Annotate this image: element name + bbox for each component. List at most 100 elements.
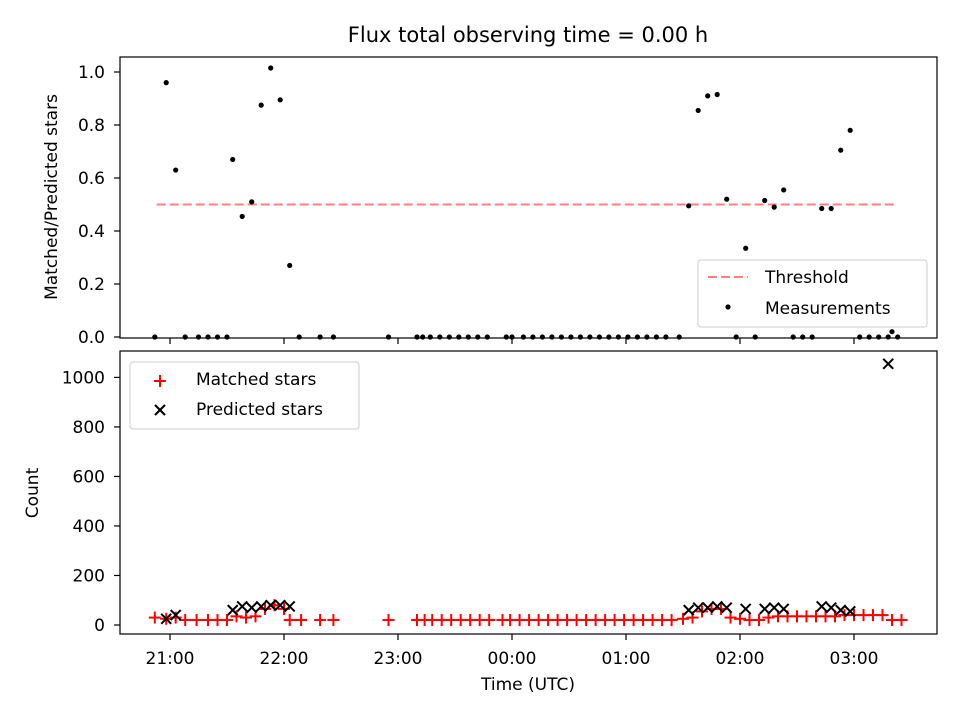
- measurement-point: [277, 97, 283, 103]
- legend-predicted-swatch: [154, 404, 166, 416]
- measurement-point: [195, 334, 202, 340]
- measurement-point: [606, 334, 612, 340]
- matched-star-point: [895, 614, 908, 627]
- top-x-axis-ticks: [169, 338, 855, 344]
- measurement-point: [733, 334, 739, 340]
- measurement-point: [568, 334, 574, 340]
- measurement-point: [762, 197, 768, 204]
- measurement-point: [420, 334, 426, 340]
- measurement-point: [695, 107, 701, 114]
- measurement-point: [577, 334, 584, 340]
- measurement-point: [287, 262, 293, 269]
- measurement-point: [427, 334, 433, 340]
- top-axes-frame: [119, 56, 938, 339]
- predicted-star-point: [758, 603, 771, 615]
- measurement-point: [809, 334, 815, 340]
- y-tick-label: 1.0: [78, 63, 105, 83]
- measurement-point: [838, 147, 844, 153]
- predicted-star-point: [711, 600, 723, 613]
- predicted-star-point: [160, 613, 172, 625]
- top-panel: 0.0 0.2 0.4 0.6 0.8 1.0 Matched/Predicted sta…: [42, 56, 938, 348]
- measurement-point: [214, 334, 221, 340]
- x-tick-label: 22:00: [260, 649, 309, 669]
- measurement-point: [173, 167, 179, 173]
- legend-matched-label: Matched stars: [196, 370, 316, 390]
- measurement-point: [781, 187, 787, 193]
- measurement-point: [205, 334, 211, 340]
- measurement-point: [503, 334, 509, 340]
- measurement-point: [895, 334, 901, 340]
- y-tick-label: 0.0: [78, 328, 105, 348]
- measurement-point: [539, 334, 546, 340]
- y-tick-label: 0.8: [78, 116, 105, 136]
- measurement-point: [857, 334, 863, 340]
- predicted-star-point: [768, 601, 780, 614]
- measurement-point: [456, 334, 462, 340]
- measurement-point: [876, 334, 882, 340]
- x-tick-label: 03:00: [830, 649, 879, 669]
- bottom-panel: 0 200 400 600 800 1000 21:00 22:00 23:00 00:00 01…: [23, 350, 938, 695]
- measurement-point: [615, 334, 622, 340]
- chart-title: Flux total observing time = 0.00 h: [348, 23, 708, 47]
- predicted-star-point: [815, 600, 828, 613]
- matched-star-point: [753, 614, 765, 627]
- bottom-legend: Matched stars Predicted stars: [129, 361, 360, 430]
- x-tick-label: 02:00: [716, 649, 765, 669]
- measurement-point: [676, 334, 682, 340]
- measurement-point: [446, 334, 452, 340]
- y-tick-label: 1000: [62, 368, 105, 388]
- measurement-point: [705, 93, 711, 99]
- predicted-star-point: [844, 605, 856, 618]
- measurement-point: [296, 334, 302, 340]
- measurement-point: [520, 334, 527, 340]
- bottom-y-axis-ticks: 0 200 400 600 800 1000: [62, 368, 120, 636]
- matched-star-point: [283, 614, 296, 627]
- matched-star-point: [179, 614, 192, 627]
- matched-star-point: [677, 612, 689, 625]
- measurement-point: [230, 156, 236, 163]
- measurement-point: [596, 334, 603, 340]
- x-tick-label: 21:00: [146, 649, 195, 669]
- measurement-point: [437, 334, 443, 340]
- measurement-point: [889, 329, 895, 335]
- measurement-point: [530, 334, 536, 340]
- y-tick-label: 600: [73, 467, 105, 487]
- bottom-x-axis-ticks: 21:00 22:00 23:00 00:00 01:00 02:00 03:00: [146, 634, 879, 669]
- predicted-star-point: [739, 603, 752, 615]
- measurement-point: [634, 334, 641, 340]
- y-tick-label: 0.2: [78, 275, 105, 295]
- measurement-point: [414, 334, 420, 340]
- matched-star-point: [382, 614, 395, 627]
- measurement-point: [385, 334, 392, 340]
- predicted-star-point: [682, 604, 695, 616]
- measurement-point: [743, 245, 749, 251]
- measurement-point: [152, 334, 158, 340]
- y-tick-label: 0.4: [78, 222, 105, 242]
- measurement-point: [771, 204, 777, 210]
- measurement-point: [587, 334, 593, 340]
- top-legend-box: [697, 259, 928, 328]
- y-tick-label: 0: [94, 616, 105, 636]
- measurement-point: [790, 334, 796, 340]
- measurement-point: [249, 199, 255, 205]
- predicted-star-point: [825, 601, 837, 614]
- matched-star-point: [724, 611, 737, 624]
- top-legend: Threshold Measurements: [697, 259, 928, 328]
- predicted-star-point: [169, 609, 182, 621]
- bottom-y-axis-label: Count: [23, 467, 43, 518]
- legend-measurements-label: Measurements: [765, 299, 891, 319]
- matched-star-point: [665, 614, 678, 627]
- measurement-point: [465, 334, 471, 340]
- y-tick-label: 200: [73, 566, 105, 586]
- measurement-point: [752, 334, 758, 340]
- predicted-star-point: [226, 604, 239, 616]
- matched-star-point: [190, 614, 203, 627]
- x-tick-label: 01:00: [602, 649, 651, 669]
- matched-star-point: [876, 609, 889, 622]
- measurement-point: [475, 334, 481, 340]
- measurement-point: [653, 334, 660, 340]
- legend-measurements-swatch: [725, 304, 731, 310]
- matched-star-point: [734, 612, 746, 625]
- matched-star-point: [314, 614, 327, 627]
- matched-star-point: [148, 611, 161, 624]
